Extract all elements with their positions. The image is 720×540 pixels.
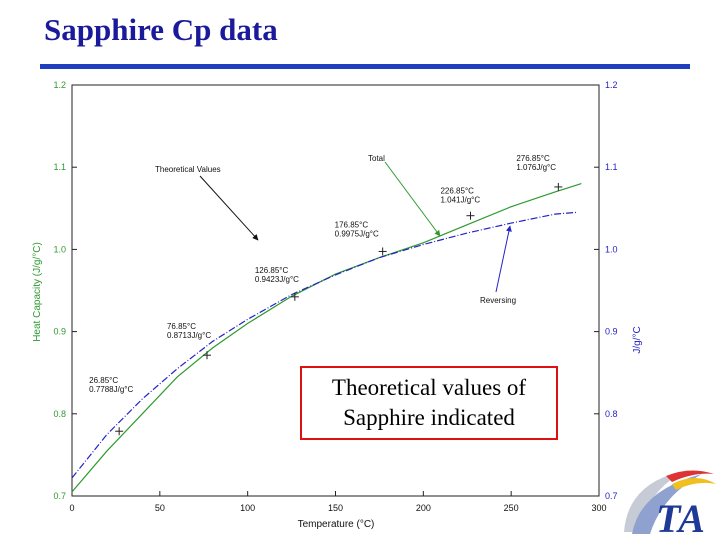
theoretical-point-temp: 176.85°C [335,220,369,229]
cp-chart: 0.7 0.7 0.8 0.8 0.9 0.9 1.0 1.0 1.1 1.1 1.2 1.2 0 50 1… [32,80,643,530]
y-tick-left-label: 0.8 [53,409,66,419]
theoretical-point-marker [115,427,124,436]
theoretical-point-marker [554,182,563,191]
x-axis-label: Temperature (°C) [298,519,375,530]
y-axis-label-right: J/g/°C [632,326,643,353]
series-total-line [71,183,582,493]
theoretical-point-temp: 26.85°C [89,376,118,385]
theoretical-point-value: 1.076J/g°C [516,163,556,172]
logo-swoosh-yellow [672,478,716,490]
theoretical-point-temp: 276.85°C [516,154,550,163]
y-tick-left-label: 1.1 [53,162,66,172]
reversing-annotation: Reversing [480,296,516,305]
logo-swoosh-2 [632,474,702,534]
theoretical-point-value: 0.7788J/g°C [89,385,133,394]
logo-text: TA [656,496,705,540]
y-tick-right-label: 0.8 [605,409,618,419]
logo-swoosh-red [666,470,714,482]
y-tick-left-label: 0.9 [53,327,66,337]
x-tick-label: 150 [328,503,343,513]
x-tick-label: 250 [504,503,519,513]
x-tick-label: 0 [69,503,74,513]
theoretical-point-marker [466,211,475,220]
callout-box: Theoretical values of Sapphire indicated [300,366,558,440]
total-annotation: Total [368,154,385,163]
theoretical-point-temp: 226.85°C [440,187,474,196]
theoretical-point-marker [378,247,387,256]
theoretical-point-temp: 76.85°C [167,322,196,331]
theoretical-point-value: 0.9975J/g°C [335,229,379,238]
series-reversing-line [71,211,577,479]
y-tick-right-label: 1.1 [605,162,618,172]
slide-title: Sapphire Cp data [44,12,278,47]
theoretical-point-value: 0.8713J/g°C [167,331,211,340]
y-tick-right-label: 0.9 [605,327,618,337]
reversing-arrow [495,225,512,293]
x-tick-label: 50 [155,503,165,513]
x-tick-label: 100 [240,503,255,513]
y-axis-label-left: Heat Capacity (J/g/°C) [32,242,43,342]
y-tick-right-label: 1.0 [605,244,618,254]
theoretical-annotation: Theoretical Values [155,165,221,174]
callout-line-2: Sapphire indicated [343,405,515,430]
total-arrow [384,161,441,237]
y-tick-right-label: 1.2 [605,80,618,90]
y-tick-left-label: 0.7 [53,491,66,501]
y-tick-right-label: 0.7 [605,491,618,501]
theoretical-point-temp: 126.85°C [255,266,289,275]
y-tick-left-label: 1.0 [53,244,66,254]
theoretical-point-value: 1.041J/g°C [440,196,480,205]
theoretical-point-marker [290,292,299,301]
title-rule [40,64,690,69]
y-tick-left-label: 1.2 [53,80,66,90]
theoretical-arrow [199,175,259,241]
x-tick-label: 200 [416,503,431,513]
theoretical-point-marker [202,351,211,360]
ta-logo: TA [624,470,716,540]
callout-line-1: Theoretical values of [331,375,527,400]
theoretical-point-value: 0.9423J/g°C [255,275,299,284]
x-tick-label: 300 [591,503,606,513]
